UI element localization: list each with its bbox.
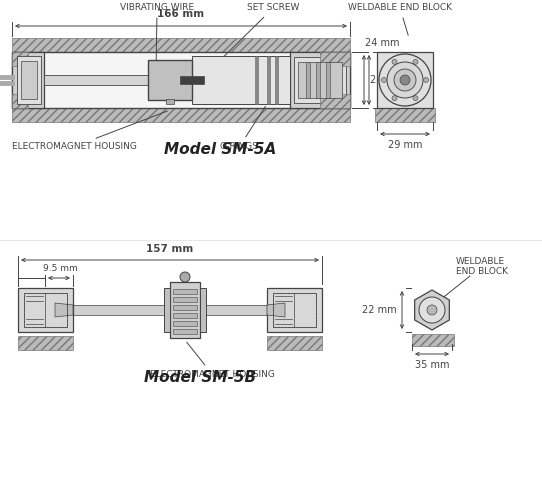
Bar (173, 305, 197, 310)
Circle shape (427, 305, 437, 315)
Bar (24, 293, 67, 327)
Bar (375, 108, 435, 122)
Text: WELDABLE
END BLOCK: WELDABLE END BLOCK (456, 256, 508, 276)
Circle shape (394, 69, 416, 91)
Bar (273, 293, 316, 327)
Bar (320, 52, 350, 66)
Bar (255, 56, 258, 104)
Bar (377, 52, 433, 108)
Text: Model SM-5A: Model SM-5A (164, 143, 276, 157)
Text: ELECTROMAGNET HOUSING: ELECTROMAGNET HOUSING (150, 342, 275, 379)
Bar (290, 52, 350, 108)
Circle shape (423, 78, 429, 83)
Text: 24 mm: 24 mm (365, 38, 399, 48)
Circle shape (413, 59, 418, 64)
Bar (316, 62, 320, 98)
Polygon shape (415, 290, 449, 330)
Bar (275, 56, 278, 104)
Bar (306, 62, 310, 98)
Bar (12, 108, 350, 122)
Bar (166, 99, 174, 104)
Bar (164, 288, 170, 332)
Circle shape (392, 59, 397, 64)
Bar (170, 282, 200, 338)
Bar (173, 289, 197, 294)
Text: WELDABLE END BLOCK: WELDABLE END BLOCK (348, 3, 452, 35)
Bar (12, 38, 350, 52)
Text: 9.5 mm: 9.5 mm (43, 264, 78, 273)
Polygon shape (267, 303, 285, 317)
Text: 35 mm: 35 mm (415, 360, 449, 370)
Bar (173, 321, 197, 326)
Bar (267, 336, 322, 350)
Bar (192, 56, 290, 104)
Bar (273, 293, 316, 327)
Circle shape (180, 272, 190, 282)
Bar (173, 313, 197, 318)
Circle shape (379, 54, 431, 106)
Text: 157 mm: 157 mm (146, 244, 193, 254)
Text: SET SCREW: SET SCREW (200, 3, 299, 80)
Polygon shape (55, 303, 73, 317)
Bar (44, 75, 314, 85)
Text: VIBRATING WIRE: VIBRATING WIRE (120, 3, 194, 69)
Circle shape (413, 96, 418, 100)
Circle shape (419, 297, 445, 323)
Bar (21, 61, 37, 99)
Bar (17, 56, 41, 104)
Bar (12, 94, 28, 108)
Bar (24, 293, 67, 327)
Circle shape (382, 78, 386, 83)
Bar (12, 52, 350, 108)
Bar (412, 334, 454, 346)
Circle shape (387, 62, 423, 98)
Bar (320, 94, 350, 108)
Bar (73, 305, 267, 315)
Bar (173, 329, 197, 334)
Bar (267, 288, 322, 332)
Bar (12, 52, 28, 66)
Bar (12, 52, 44, 108)
Bar (173, 297, 197, 302)
Bar (18, 288, 73, 332)
Bar (298, 62, 342, 98)
Bar (326, 62, 330, 98)
Bar (73, 305, 267, 315)
Text: 29 mm: 29 mm (388, 140, 422, 150)
Text: 22 mm: 22 mm (363, 305, 397, 315)
Bar (180, 76, 204, 84)
Text: O-RINGS: O-RINGS (220, 106, 266, 151)
Text: 166 mm: 166 mm (157, 9, 204, 19)
Bar (267, 56, 270, 104)
Bar (18, 336, 73, 350)
Circle shape (392, 96, 397, 100)
Bar (200, 288, 206, 332)
Text: Model SM-5B: Model SM-5B (144, 369, 256, 385)
Bar (148, 60, 192, 100)
Text: 28 mm: 28 mm (370, 75, 404, 85)
Bar (294, 57, 346, 103)
Circle shape (400, 75, 410, 85)
Text: ELECTROMAGNET HOUSING: ELECTROMAGNET HOUSING (12, 111, 167, 151)
